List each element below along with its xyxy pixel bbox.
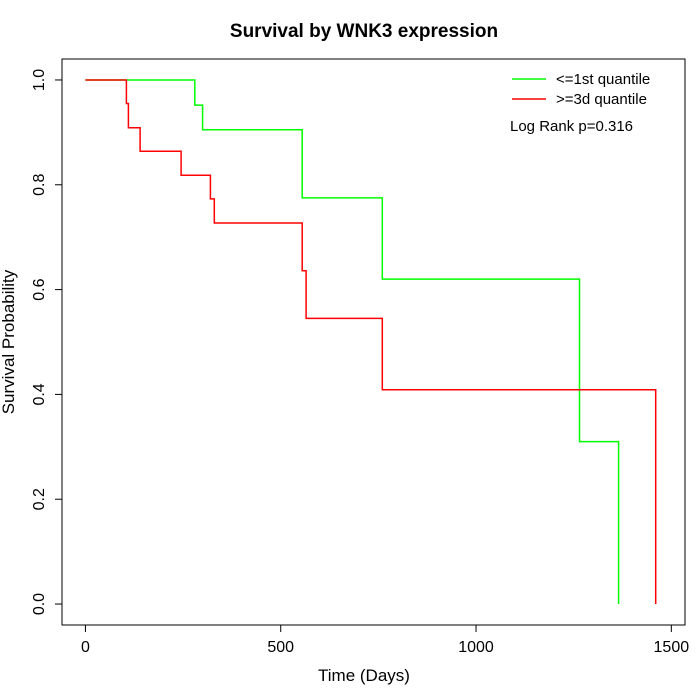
plot-frame — [61, 58, 686, 626]
y-tick-label: 0.4 — [31, 383, 48, 405]
legend-label-low: <=1st quantile — [556, 71, 650, 88]
legend-label-high: >=3d quantile — [556, 91, 647, 108]
x-tick-label: 1500 — [654, 639, 690, 656]
y-axis-label: Survival Probability — [0, 269, 18, 414]
x-tick-label: 500 — [267, 639, 294, 656]
series-line-high-quantile — [85, 79, 657, 604]
y-axis: 0.0 0.2 0.4 0.6 0.8 1.0 — [31, 69, 63, 615]
series-line-low-quantile — [85, 79, 620, 604]
y-tick-label: 0.6 — [31, 278, 48, 300]
y-tick-label: 0.0 — [31, 593, 48, 615]
y-tick-label: 0.2 — [31, 488, 48, 510]
series-layer — [85, 79, 657, 604]
x-tick-label: 1000 — [458, 639, 494, 656]
x-axis: 0 500 1000 1500 — [81, 624, 690, 656]
chart-title: Survival by WNK3 expression — [230, 21, 498, 42]
x-axis-label: Time (Days) — [318, 666, 410, 685]
log-rank-annotation: Log Rank p=0.316 — [510, 118, 633, 135]
y-tick-label: 0.8 — [31, 174, 48, 196]
legend: <=1st quantile >=3d quantile — [512, 71, 650, 108]
x-tick-label: 0 — [81, 639, 90, 656]
y-tick-label: 1.0 — [31, 69, 48, 91]
